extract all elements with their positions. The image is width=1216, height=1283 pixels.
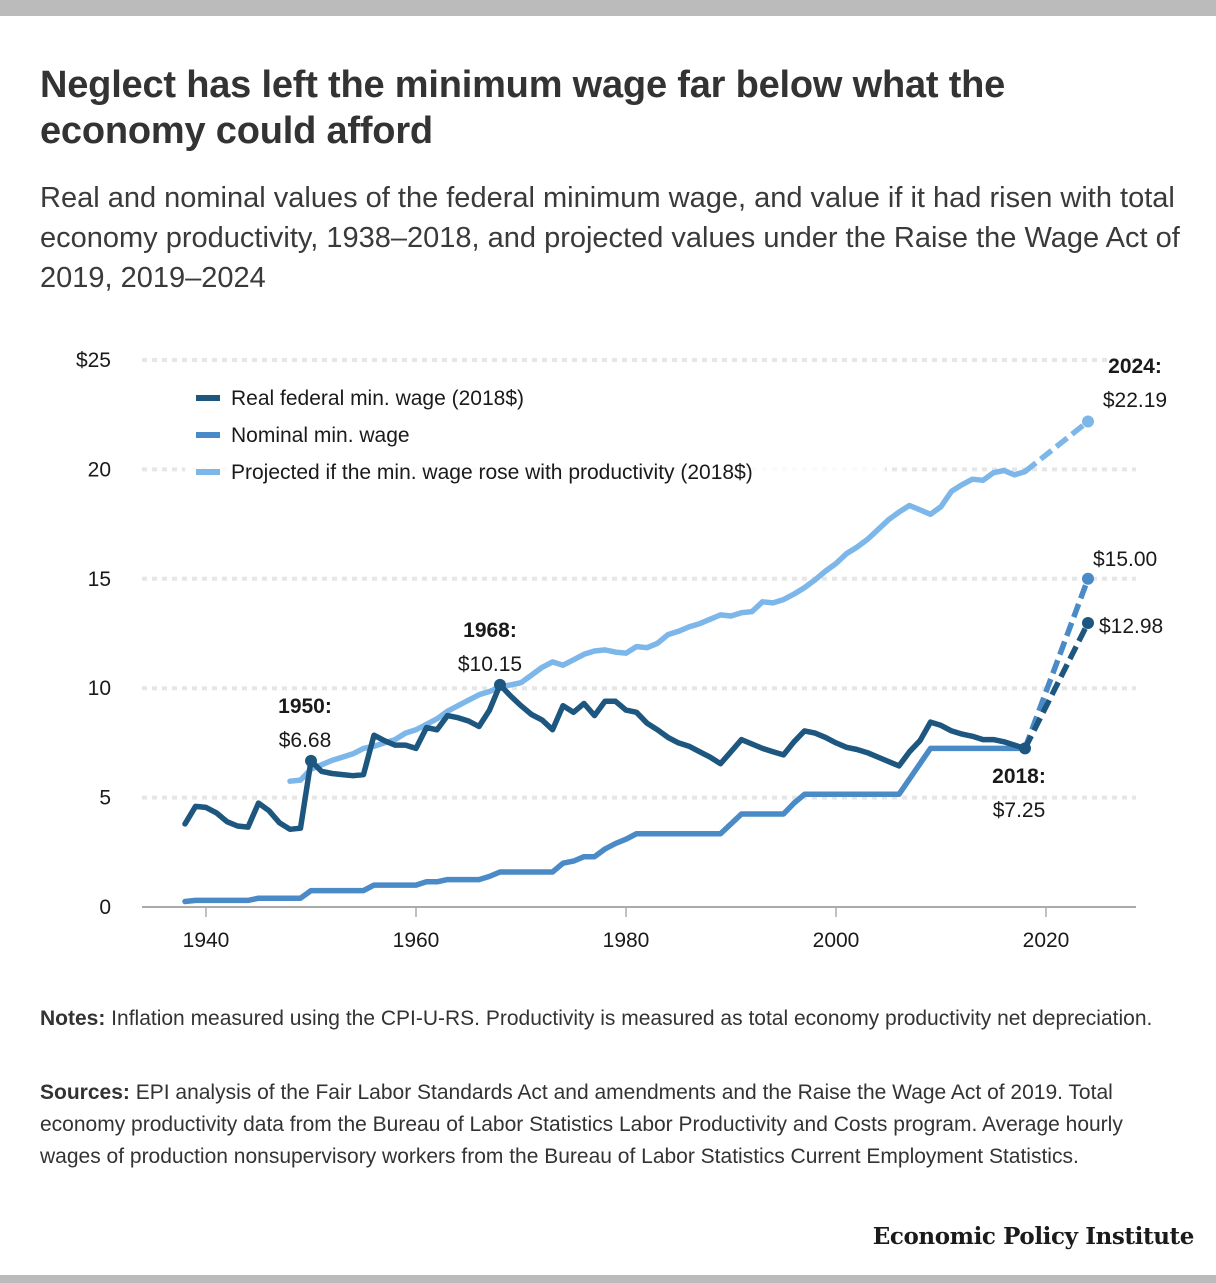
annotation-dot-1968-real	[494, 678, 506, 691]
legend-label-real: Real federal min. wage (2018$)	[231, 387, 524, 410]
chart-title: Neglect has left the minimum wage far be…	[40, 64, 1006, 152]
annotation-2018-value: $7.25	[993, 799, 1046, 822]
y-tick-label: 10	[88, 677, 111, 700]
projected-line-real	[1022, 621, 1091, 750]
annotation-1950-value: $6.68	[279, 729, 332, 752]
legend: Real federal min. wage (2018$) Nominal mi…	[185, 373, 885, 491]
y-tick-label: 15	[88, 568, 111, 591]
legend-swatch-real	[196, 395, 220, 401]
sources: Sources: EPI analysis of the Fair Labor …	[40, 1077, 1180, 1173]
y-axis: 0 5 10 15 20 $25	[76, 349, 111, 919]
bottom-border-bar	[0, 1275, 1216, 1283]
legend-swatch-nominal	[196, 432, 220, 438]
annotation-dot-2024-productivity	[1082, 415, 1094, 428]
annotation-2024-nominal-value: $15.00	[1093, 548, 1157, 571]
line-chart: 1940 1960 1980 2000 2020 0 5 10 15 20 $25 Real fe…	[76, 349, 1167, 952]
x-tick-label: 1980	[603, 929, 650, 952]
annotation-1968-year: 1968:	[463, 619, 517, 642]
legend-background	[185, 373, 885, 491]
x-tick-label: 2020	[1023, 929, 1070, 952]
series-line-productivity	[287, 467, 1028, 784]
projected-line-productivity	[1023, 419, 1090, 474]
x-tick-label: 1960	[393, 929, 440, 952]
top-border-bar	[0, 0, 1216, 16]
epi-logo: Economic Policy Institute	[872, 1223, 1195, 1250]
annotation-2024-value: $22.19	[1103, 389, 1167, 412]
annotation-dot-2024-nominal	[1082, 572, 1094, 585]
x-axis: 1940 1960 1980 2000 2020	[142, 906, 1136, 952]
sources-text: EPI analysis of the Fair Labor Standards…	[40, 1081, 1123, 1168]
series-line-nominal	[182, 745, 1028, 905]
series-lines	[182, 419, 1091, 905]
annotation-2024-real-value: $12.98	[1099, 615, 1163, 638]
notes: Notes: Inflation measured using the CPI-…	[40, 1003, 1180, 1035]
annotation-dot-1950-real	[305, 754, 317, 767]
y-tick-label: 0	[99, 896, 111, 919]
annotation-dot-2018-real	[1019, 742, 1031, 755]
legend-label-productivity: Projected if the min. wage rose with pro…	[231, 461, 753, 484]
sources-label: Sources:	[40, 1081, 130, 1104]
annotation-2024-year: 2024:	[1108, 355, 1162, 378]
y-tick-label: 5	[99, 787, 111, 810]
projected-line-nominal	[1022, 577, 1091, 750]
legend-label-nominal: Nominal min. wage	[231, 424, 410, 447]
x-tick-label: 2000	[813, 929, 860, 952]
y-tick-label: 20	[88, 458, 111, 481]
annotations: 1950: $6.68 1968: $10.15 2018: $7.25 2024: $22.…	[278, 355, 1167, 822]
notes-label: Notes:	[40, 1007, 106, 1030]
annotation-2018-year: 2018:	[992, 765, 1046, 788]
chart-subtitle: Real and nominal values of the federal m…	[40, 182, 1180, 294]
annotation-dot-2024-real	[1082, 616, 1094, 629]
legend-swatch-productivity	[196, 469, 220, 475]
x-tick-label: 1940	[183, 929, 230, 952]
y-tick-label: $25	[76, 349, 111, 372]
annotation-1950-year: 1950:	[278, 695, 332, 718]
annotation-1968-value: $10.15	[458, 653, 522, 676]
notes-text: Inflation measured using the CPI-U-RS. P…	[105, 1007, 1153, 1030]
series-line-real	[182, 682, 1028, 833]
